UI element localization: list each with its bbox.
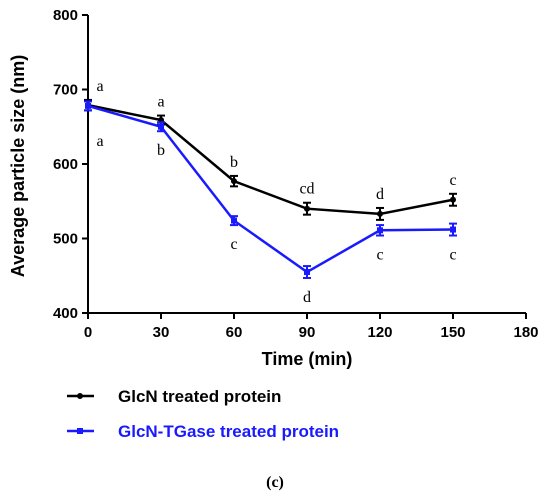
tick-labels: 400 500 600 700 800 0 30 60 90 120 150 180 — [53, 7, 539, 341]
point-1-1 — [158, 123, 164, 130]
letter-1-5: c — [449, 247, 456, 264]
point-0-5 — [450, 196, 456, 203]
y-tick-label-4: 800 — [53, 7, 78, 24]
y-tick-label-0: 400 — [53, 305, 78, 322]
x-tick-label-4: 120 — [367, 324, 392, 341]
letter-1-1: b — [157, 142, 165, 159]
x-tick-label-5: 150 — [440, 324, 465, 341]
legend-label-0: GlcN treated protein — [118, 387, 281, 406]
y-tick-label-3: 700 — [53, 82, 78, 99]
point-0-4 — [377, 210, 383, 217]
point-1-5 — [450, 226, 456, 233]
letter-1-2: c — [230, 236, 237, 253]
series-line-0 — [87, 103, 454, 216]
letter-0-0: a — [96, 78, 103, 95]
letter-1-3: d — [303, 289, 311, 306]
legend-item-1: GlcN-TGase treated protein — [67, 422, 339, 441]
legend-marker-0 — [77, 393, 83, 399]
letter-1-4: c — [376, 247, 383, 264]
letter-0-2: b — [230, 154, 238, 171]
x-tick-label-1: 30 — [153, 324, 170, 341]
letter-0-3: cd — [299, 181, 314, 198]
legend-label-1: GlcN-TGase treated protein — [118, 422, 339, 441]
point-1-4 — [377, 227, 383, 234]
x-tick-label-2: 60 — [226, 324, 243, 341]
x-tick-label-6: 180 — [513, 324, 538, 341]
point-1-2 — [231, 217, 237, 224]
x-axis-label: Time (min) — [262, 349, 353, 369]
series-layer — [84, 98, 457, 279]
series-line-1 — [87, 104, 454, 274]
letter-1-0: a — [96, 133, 103, 150]
legend-item-0: GlcN treated protein — [67, 387, 281, 406]
x-tick-label-0: 0 — [84, 324, 92, 341]
x-tick-label-3: 90 — [299, 324, 316, 341]
y-tick-label-1: 500 — [53, 231, 78, 248]
figure-caption: (c) — [266, 474, 284, 491]
axes — [82, 14, 527, 319]
legend: GlcN treated protein GlcN-TGase treated … — [67, 387, 339, 441]
point-1-0 — [85, 102, 91, 109]
legend-marker-1 — [77, 428, 83, 434]
letter-0-4: d — [376, 186, 384, 203]
letter-0-5: c — [449, 172, 456, 189]
y-axis-label: Average particle size (nm) — [8, 55, 28, 277]
point-0-3 — [304, 205, 310, 212]
point-1-3 — [304, 269, 310, 276]
y-tick-label-2: 600 — [53, 156, 78, 173]
letter-0-1: a — [157, 94, 164, 111]
point-0-2 — [231, 178, 237, 185]
